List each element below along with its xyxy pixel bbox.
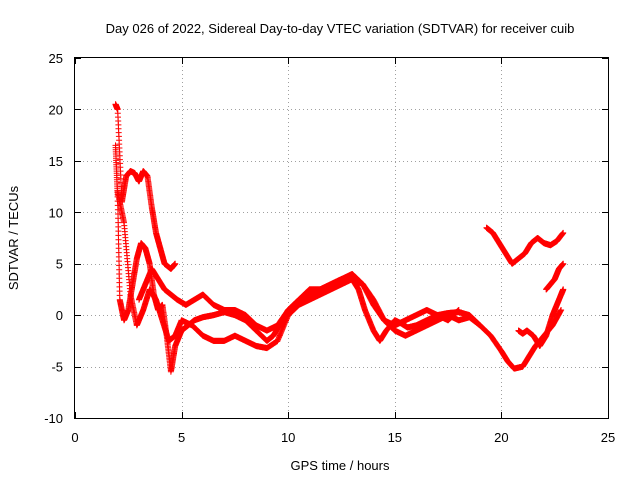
y-tick-label: 5 [56, 257, 63, 272]
x-tick-label: 20 [494, 430, 508, 445]
x-tick-label: 0 [71, 430, 78, 445]
y-tick-label: 10 [49, 205, 63, 220]
y-tick-label: 20 [49, 102, 63, 117]
series-upper-track [112, 101, 179, 272]
chart-title: Day 026 of 2022, Sidereal Day-to-day VTE… [106, 21, 575, 36]
y-tick-label: -5 [51, 360, 63, 375]
x-tick-label: 25 [601, 430, 615, 445]
y-tick-label: 25 [49, 51, 63, 66]
data-point [172, 260, 179, 267]
y-tick-label: 0 [56, 308, 63, 323]
x-tick-label: 15 [388, 430, 402, 445]
y-axis-label: SDTVAR / TECUs [6, 185, 21, 290]
x-tick-label: 10 [281, 430, 295, 445]
y-tick-label: -10 [44, 411, 63, 426]
y-tick-label: 15 [49, 154, 63, 169]
x-axis-label: GPS time / hours [291, 458, 390, 473]
data-marks [112, 101, 567, 375]
series-late-upper [483, 224, 567, 267]
x-tick-label: 5 [178, 430, 185, 445]
series-track-A [112, 142, 565, 375]
